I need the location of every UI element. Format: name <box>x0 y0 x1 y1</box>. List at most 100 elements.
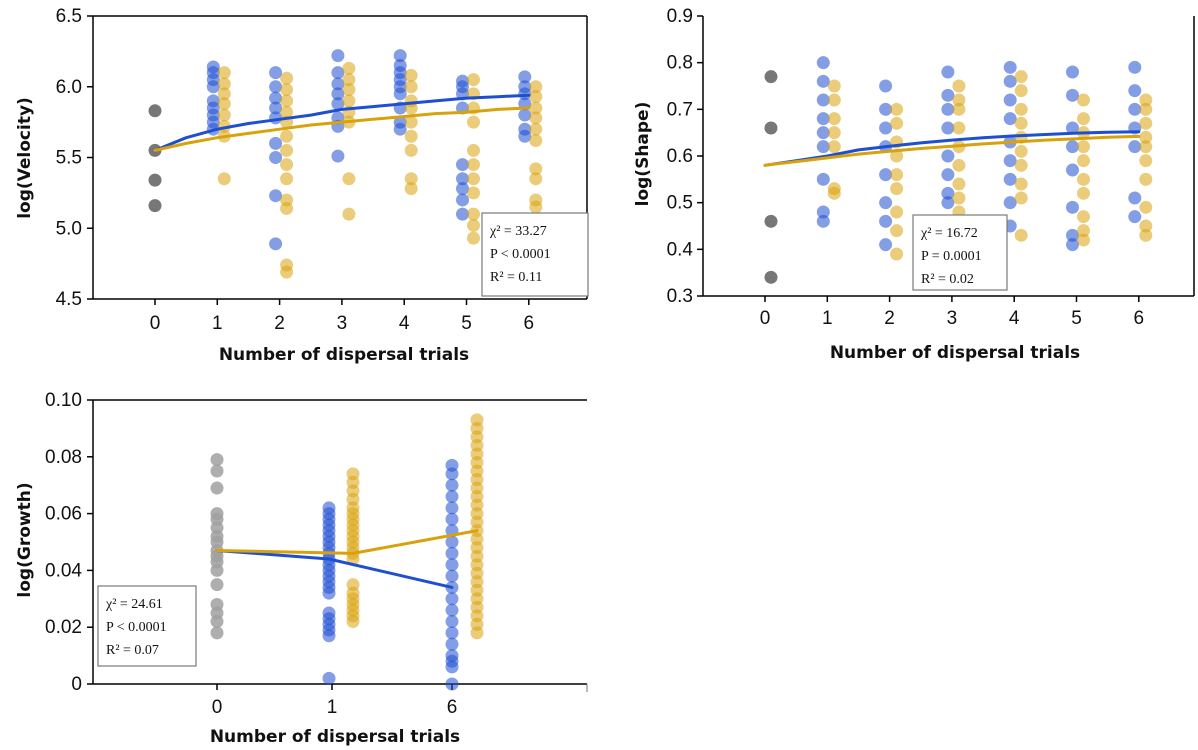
stats-box <box>481 212 589 297</box>
blue-data-point <box>331 149 345 163</box>
gold-data-point <box>467 143 480 157</box>
blue-data-point <box>1066 228 1079 242</box>
blue-data-point <box>816 74 830 88</box>
gold-data-point <box>827 93 841 107</box>
baseline-point <box>210 626 224 640</box>
blue-data-point <box>445 478 459 492</box>
gold-data-point <box>890 224 904 238</box>
chart-panel-1: 4.5 5.0 5.5 6.0 6.5 0 1 2 3 4 5 6 Number of dispersa… <box>15 6 589 365</box>
blue-data-point <box>269 91 283 105</box>
y-tick-label: 6.0 <box>56 77 82 98</box>
blue-data-point <box>879 238 893 252</box>
gold-data-point <box>529 200 543 214</box>
gold-data-point <box>529 80 543 94</box>
blue-data-point <box>331 97 345 111</box>
baseline-point <box>764 121 778 135</box>
gold-fit-line <box>763 134 1141 167</box>
gold-data-point <box>280 105 294 119</box>
gold-data-point <box>529 172 543 186</box>
gold-data-point <box>467 158 480 172</box>
gold-data-point <box>467 218 480 232</box>
gold-data-point <box>952 177 966 191</box>
x-tick-label: 5 <box>461 313 472 334</box>
gold-data-point <box>952 79 966 93</box>
gold-data-point <box>529 111 543 125</box>
gold-data-point <box>217 77 231 91</box>
blue-data-point <box>445 626 459 640</box>
blue-data-point <box>1003 154 1017 168</box>
gold-data-point <box>1139 200 1153 214</box>
blue-data-point <box>269 151 283 164</box>
x-tick-label: 0 <box>760 308 771 329</box>
blue-data-point <box>879 168 893 182</box>
gold-data-point <box>1014 102 1028 116</box>
blue-data-point <box>1066 163 1079 177</box>
y-tick-label: 0 <box>71 674 82 695</box>
gold-data-point <box>952 121 966 135</box>
blue-data-point <box>331 77 345 91</box>
blue-data-point <box>518 87 532 101</box>
gold-data-point <box>1077 154 1090 168</box>
blue-data-point <box>816 126 830 140</box>
blue-data-point <box>816 56 830 70</box>
blue-data-point <box>816 205 830 219</box>
blue-fit-line <box>153 93 531 152</box>
gold-data-point <box>467 207 480 221</box>
blue-data-point <box>445 615 459 629</box>
blue-data-point <box>518 129 532 143</box>
x-tick-label: 6 <box>524 313 535 334</box>
gold-data-point <box>342 83 356 97</box>
blue-data-point <box>456 158 469 172</box>
stats-box <box>97 585 197 667</box>
y-tick-label: 0.6 <box>667 146 693 167</box>
baseline-point <box>148 104 162 118</box>
gold-data-point <box>404 68 418 82</box>
gold-data-point <box>1139 219 1153 233</box>
x-axis-title: Number of dispersal trials <box>830 343 1080 363</box>
baseline-point <box>764 270 778 284</box>
baseline-point <box>210 464 224 478</box>
blue-data-point <box>879 102 893 116</box>
chart-panel-2: 0.3 0.4 0.5 0.6 0.7 0.8 0.9 0 1 2 3 4 5 6 Number of di… <box>633 6 1195 363</box>
gold-data-point <box>1014 191 1028 205</box>
blue-data-point <box>1066 238 1079 252</box>
gold-data-point <box>890 102 904 116</box>
blue-data-point <box>456 182 469 196</box>
gold-data-point <box>280 172 294 186</box>
blue-data-point <box>393 49 407 63</box>
x-tick-label: 6 <box>447 697 458 718</box>
gold-data-point <box>827 79 841 93</box>
blue-data-point <box>941 186 955 200</box>
gold-data-point <box>217 97 231 111</box>
y-tick-label: 0.9 <box>667 6 693 27</box>
blue-data-point <box>1066 121 1079 135</box>
blue-data-point <box>456 172 469 186</box>
blue-data-point <box>1003 74 1017 88</box>
blue-data-point <box>445 637 459 651</box>
y-tick-label: 0.08 <box>45 447 82 468</box>
blue-fit-line <box>215 549 454 589</box>
gold-data-point <box>342 172 356 186</box>
gold-data-point <box>404 172 418 186</box>
x-tick-label: 3 <box>337 313 348 334</box>
blue-data-point <box>1066 65 1079 79</box>
baseline-point <box>210 563 224 577</box>
blue-data-point <box>518 108 532 122</box>
y-axis-title: log(Velocity) <box>15 97 35 219</box>
gold-data-point <box>890 182 904 196</box>
gold-data-point <box>217 87 231 101</box>
gold-data-point <box>827 126 841 140</box>
gold-data-point <box>1014 116 1028 130</box>
gold-data-point <box>890 149 904 163</box>
blue-data-point <box>456 193 469 207</box>
blue-data-point <box>445 603 459 617</box>
r-squared-stat: R² = 0.07 <box>106 643 159 658</box>
gold-data-point <box>280 83 294 97</box>
gold-data-point <box>342 207 356 221</box>
blue-data-point <box>1066 88 1079 102</box>
gold-data-point <box>952 102 966 116</box>
gold-data-point <box>1014 144 1028 158</box>
x-tick-label: 1 <box>212 313 223 334</box>
blue-data-point <box>941 121 955 135</box>
blue-data-point <box>941 102 955 116</box>
